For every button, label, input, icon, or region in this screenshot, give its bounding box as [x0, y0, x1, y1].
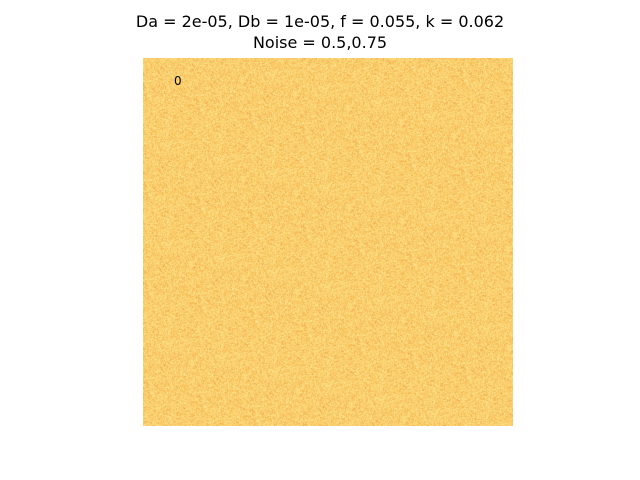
figure-title-parameters: Da = 2e-05, Db = 1e-05, f = 0.055, k = 0… [135, 12, 505, 31]
noise-field-canvas [143, 58, 513, 426]
simulation-image [143, 58, 513, 426]
figure-title-noise: Noise = 0.5,0.75 [252, 33, 388, 52]
frame-counter-label: 0 [174, 74, 182, 88]
